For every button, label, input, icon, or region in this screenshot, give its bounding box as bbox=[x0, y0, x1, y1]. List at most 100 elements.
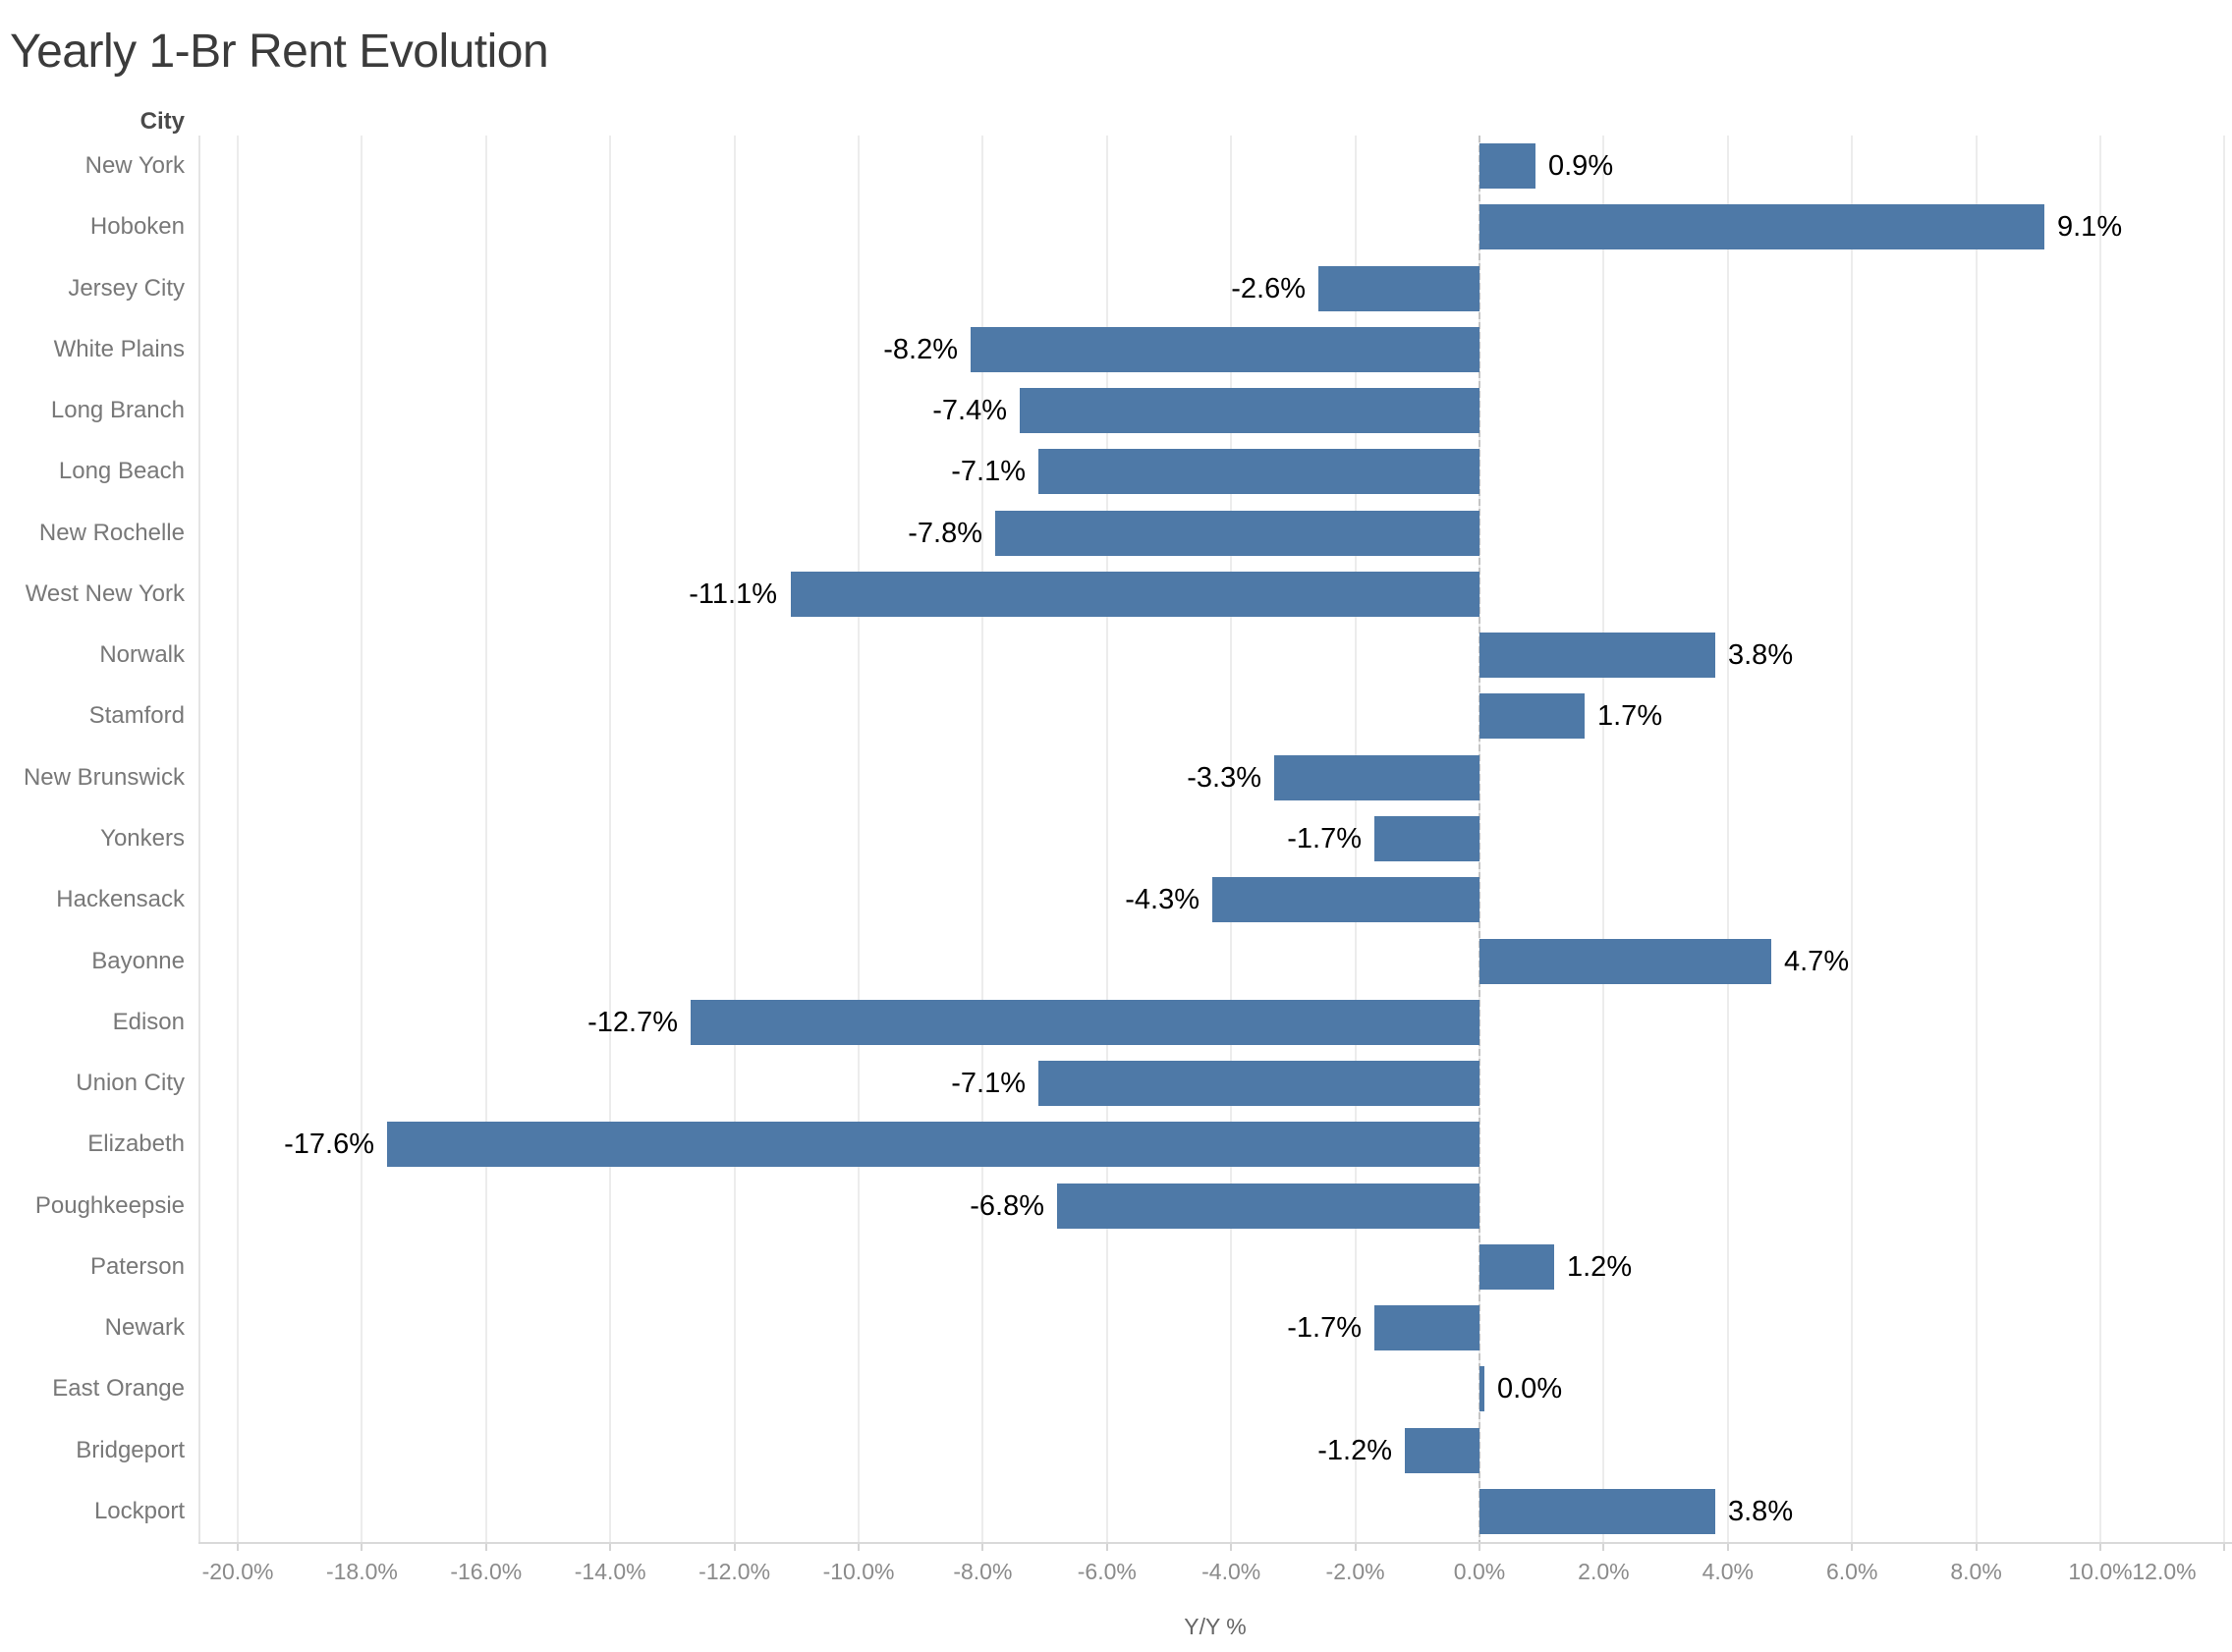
city-label[interactable]: Lockport bbox=[93, 1498, 185, 1524]
x-tick-label: -8.0% bbox=[953, 1559, 1013, 1584]
bar[interactable] bbox=[1212, 877, 1479, 922]
gridline bbox=[1975, 136, 1978, 1542]
value-label: -7.8% bbox=[908, 518, 982, 549]
bar[interactable] bbox=[1057, 1184, 1479, 1229]
x-tick-label: -4.0% bbox=[1201, 1559, 1261, 1584]
value-label: 9.1% bbox=[2057, 211, 2123, 243]
city-label[interactable]: Paterson bbox=[89, 1253, 185, 1280]
value-label: -7.1% bbox=[951, 456, 1026, 487]
value-label: -11.1% bbox=[689, 578, 777, 610]
x-axis-title: Y/Y % bbox=[1184, 1614, 1247, 1639]
x-tick-label: -6.0% bbox=[1077, 1559, 1137, 1584]
tick-mark bbox=[858, 1542, 860, 1551]
chart-title: Yearly 1-Br Rent Evolution bbox=[10, 26, 549, 78]
city-label[interactable]: Yonkers bbox=[100, 825, 185, 852]
tick-mark bbox=[1975, 1542, 1978, 1551]
x-tick-label: 6.0% bbox=[1825, 1559, 1878, 1584]
city-label[interactable]: Hackensack bbox=[56, 886, 185, 912]
value-label: -1.7% bbox=[1287, 823, 1362, 854]
bar[interactable] bbox=[386, 1122, 1479, 1167]
bar[interactable] bbox=[691, 1000, 1479, 1045]
city-label[interactable]: East Orange bbox=[52, 1375, 185, 1402]
city-label[interactable]: Norwalk bbox=[99, 641, 185, 668]
tick-mark bbox=[609, 1542, 612, 1551]
city-label[interactable]: Elizabeth bbox=[87, 1130, 185, 1157]
city-label[interactable]: Newark bbox=[104, 1314, 185, 1341]
city-label[interactable]: Hoboken bbox=[89, 213, 185, 240]
bar[interactable] bbox=[1373, 1305, 1479, 1350]
city-label[interactable]: New Brunswick bbox=[23, 764, 185, 791]
bar[interactable] bbox=[1038, 449, 1479, 494]
tick-mark bbox=[1479, 1542, 1480, 1551]
city-label[interactable]: White Plains bbox=[53, 336, 185, 362]
tick-mark bbox=[1354, 1542, 1357, 1551]
city-label[interactable]: Jersey City bbox=[68, 275, 185, 302]
gridline bbox=[733, 136, 736, 1542]
x-tick-label: -16.0% bbox=[450, 1559, 523, 1584]
bar[interactable] bbox=[1373, 816, 1479, 861]
value-label: -4.3% bbox=[1125, 884, 1200, 915]
bar[interactable] bbox=[1038, 1061, 1479, 1106]
bar[interactable] bbox=[1479, 1489, 1716, 1534]
tick-mark bbox=[981, 1542, 984, 1551]
bar[interactable] bbox=[1317, 266, 1479, 311]
tick-mark bbox=[1851, 1542, 1854, 1551]
city-label[interactable]: New York bbox=[84, 152, 185, 179]
bar[interactable] bbox=[1479, 939, 1771, 984]
city-label[interactable]: Edison bbox=[112, 1009, 185, 1035]
city-label[interactable]: New Rochelle bbox=[38, 520, 185, 546]
gridline bbox=[1726, 136, 1729, 1542]
tick-mark bbox=[484, 1542, 487, 1551]
x-tick-label: 2.0% bbox=[1578, 1559, 1630, 1584]
city-label[interactable]: Union City bbox=[76, 1070, 185, 1096]
city-label[interactable]: Bridgeport bbox=[76, 1437, 185, 1463]
x-tick-label: -10.0% bbox=[822, 1559, 895, 1584]
bar[interactable] bbox=[1274, 755, 1479, 800]
x-tick-label: 4.0% bbox=[1702, 1559, 1755, 1584]
gridline bbox=[1230, 136, 1233, 1542]
x-tick-label: 8.0% bbox=[1950, 1559, 2002, 1584]
gridline bbox=[981, 136, 984, 1542]
city-label[interactable]: West New York bbox=[25, 580, 185, 607]
city-label[interactable]: Poughkeepsie bbox=[34, 1192, 185, 1219]
value-label: -8.2% bbox=[883, 334, 958, 365]
bar[interactable] bbox=[1479, 1366, 1484, 1411]
bar[interactable] bbox=[790, 572, 1479, 617]
gridline bbox=[609, 136, 612, 1542]
bar[interactable] bbox=[970, 327, 1479, 372]
bar[interactable] bbox=[1479, 693, 1586, 739]
bar[interactable] bbox=[1479, 1244, 1554, 1290]
value-label: -3.3% bbox=[1187, 762, 1261, 794]
tick-mark bbox=[1230, 1542, 1233, 1551]
bar[interactable] bbox=[1479, 204, 2045, 249]
value-label: -2.6% bbox=[1231, 273, 1306, 304]
bar[interactable] bbox=[1479, 143, 1535, 189]
city-label[interactable]: Long Beach bbox=[58, 458, 185, 484]
value-label: -7.4% bbox=[932, 395, 1007, 426]
bar[interactable] bbox=[1479, 633, 1716, 678]
value-label: -7.1% bbox=[951, 1068, 1026, 1099]
bar[interactable] bbox=[1020, 388, 1479, 433]
bar[interactable] bbox=[1405, 1428, 1479, 1473]
zero-baseline bbox=[1479, 136, 1480, 1542]
bar[interactable] bbox=[995, 511, 1479, 556]
city-label[interactable]: Bayonne bbox=[91, 948, 185, 974]
x-tick-label: -18.0% bbox=[325, 1559, 398, 1584]
city-label[interactable]: Long Branch bbox=[50, 397, 185, 423]
tick-mark bbox=[1726, 1542, 1729, 1551]
tick-mark bbox=[2099, 1542, 2101, 1551]
value-label: 3.8% bbox=[1728, 639, 1794, 671]
value-label: 0.9% bbox=[1548, 150, 1614, 182]
gridline bbox=[1354, 136, 1357, 1542]
gridline bbox=[484, 136, 487, 1542]
x-tick-label: 10.0% bbox=[2068, 1559, 2133, 1584]
city-label[interactable]: Stamford bbox=[88, 702, 185, 729]
x-tick-label: -2.0% bbox=[1325, 1559, 1385, 1584]
gridline bbox=[858, 136, 860, 1542]
tick-mark bbox=[237, 1542, 239, 1551]
value-label: -12.7% bbox=[587, 1007, 678, 1038]
value-label: -6.8% bbox=[970, 1190, 1044, 1222]
tick-mark bbox=[2223, 1542, 2226, 1551]
gridline bbox=[1602, 136, 1605, 1542]
